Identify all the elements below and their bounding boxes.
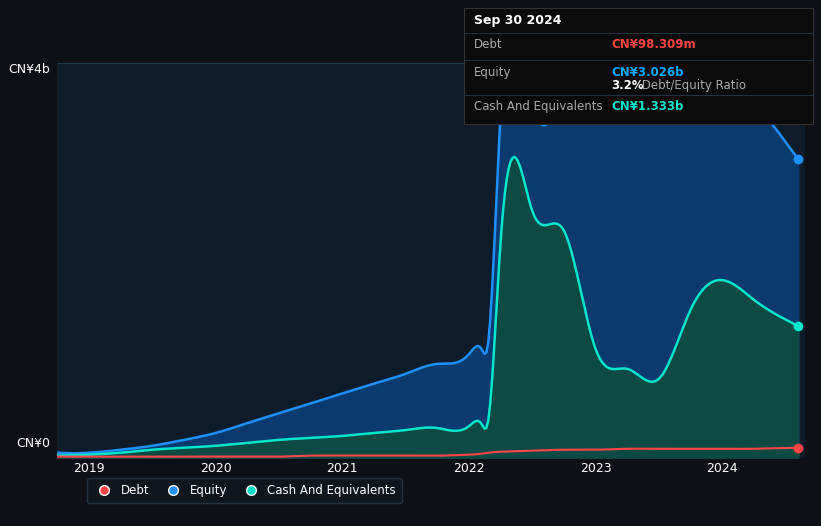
Text: CN¥4b: CN¥4b — [8, 63, 50, 76]
Text: CN¥3.026b: CN¥3.026b — [612, 66, 684, 79]
Text: Debt/Equity Ratio: Debt/Equity Ratio — [638, 79, 746, 92]
Text: Sep 30 2024: Sep 30 2024 — [474, 14, 562, 27]
Text: CN¥1.333b: CN¥1.333b — [612, 100, 684, 113]
Text: Equity: Equity — [474, 66, 511, 79]
Legend: Debt, Equity, Cash And Equivalents: Debt, Equity, Cash And Equivalents — [87, 478, 401, 503]
Text: CN¥0: CN¥0 — [16, 437, 50, 450]
Text: Debt: Debt — [474, 38, 502, 52]
Text: CN¥98.309m: CN¥98.309m — [612, 38, 696, 52]
Text: 3.2%: 3.2% — [612, 79, 644, 92]
Text: Cash And Equivalents: Cash And Equivalents — [474, 100, 603, 113]
